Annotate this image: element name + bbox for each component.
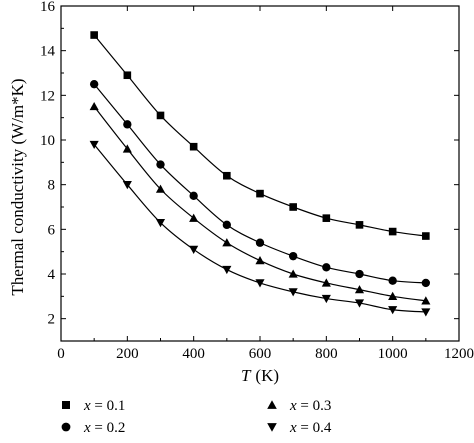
data-point-series-1 xyxy=(289,203,297,211)
legend-label-series-4: x = 0.4 xyxy=(289,420,332,436)
legend-value: = 0.1 xyxy=(91,398,126,414)
data-point-series-3 xyxy=(89,101,99,111)
data-point-series-3 xyxy=(288,269,298,278)
data-point-series-1 xyxy=(90,31,98,39)
x-tick-label: 0 xyxy=(57,346,65,362)
y-tick-label: 12 xyxy=(40,88,55,104)
data-point-series-4 xyxy=(255,279,265,288)
data-point-series-1 xyxy=(256,189,264,198)
x-axis-ticks: 0 200 400 600 800 1000 1200 xyxy=(57,6,474,362)
data-point-series-4 xyxy=(189,245,199,254)
legend-marker-series-3 xyxy=(267,400,277,409)
data-point-series-2 xyxy=(89,79,99,89)
legend: x = 0.1x = 0.2x = 0.3x = 0.4 xyxy=(61,398,332,436)
legend-marker-series-4 xyxy=(267,423,277,432)
data-point-series-1 xyxy=(156,111,165,120)
data-point-series-4 xyxy=(89,140,99,150)
plot-border xyxy=(60,5,460,342)
data-point-series-3 xyxy=(255,256,265,265)
legend-variable: x xyxy=(289,398,297,414)
data-point-series-4 xyxy=(122,181,132,190)
data-point-series-4 xyxy=(155,218,166,228)
data-point-series-4 xyxy=(388,306,398,315)
x-axis-label: T (K) xyxy=(241,366,279,385)
data-point-series-4 xyxy=(288,288,298,297)
data-point-series-1 xyxy=(388,227,397,236)
data-point-series-2 xyxy=(421,278,431,288)
x-axis-unit: (K) xyxy=(255,366,279,385)
legend-value: = 0.4 xyxy=(297,420,332,436)
x-tick-label: 200 xyxy=(116,346,139,362)
legend-value: = 0.2 xyxy=(91,420,126,436)
y-axis-label: Thermal conductivity (W/m*K) xyxy=(8,78,27,295)
data-point-series-3 xyxy=(122,144,132,153)
data-point-series-2 xyxy=(255,238,265,247)
data-point-series-2 xyxy=(322,263,331,272)
legend-variable: x xyxy=(83,398,91,414)
data-point-series-1 xyxy=(322,214,331,222)
legend-variable: x xyxy=(83,420,91,436)
data-point-series-4 xyxy=(421,308,431,317)
data-point-series-3 xyxy=(222,238,232,247)
data-point-series-4 xyxy=(222,265,232,275)
y-tick-label: 4 xyxy=(48,267,56,283)
data-point-series-2 xyxy=(388,276,397,285)
data-point-series-3 xyxy=(388,291,398,300)
y-tick-label: 2 xyxy=(48,312,56,328)
y-tick-label: 16 xyxy=(40,0,56,15)
data-point-series-3 xyxy=(155,184,166,193)
fit-curves xyxy=(93,34,426,313)
x-tick-label: 800 xyxy=(315,346,338,362)
data-point-series-1 xyxy=(123,71,132,80)
x-axis-variable: T xyxy=(241,366,252,385)
x-tick-label: 1000 xyxy=(378,346,408,362)
legend-variable: x xyxy=(289,420,297,436)
data-point-series-2 xyxy=(355,269,364,279)
x-tick-label: 600 xyxy=(249,346,272,362)
data-point-series-1 xyxy=(422,232,430,240)
data-point-series-2 xyxy=(288,251,298,261)
data-point-series-1 xyxy=(223,171,231,180)
fit-curve-series-2 xyxy=(93,83,426,284)
fit-curve-series-1 xyxy=(93,34,426,237)
data-point-series-3 xyxy=(321,278,331,287)
legend-label-series-1: x = 0.1 xyxy=(83,398,125,414)
y-axis-ticks: 2 4 6 8 10 12 14 16 xyxy=(40,0,459,328)
data-point-series-2 xyxy=(222,220,232,230)
data-point-series-3 xyxy=(421,296,431,305)
data-point-series-2 xyxy=(123,120,132,129)
legend-value: = 0.3 xyxy=(297,398,332,414)
data-point-series-2 xyxy=(156,160,165,169)
y-tick-label: 10 xyxy=(40,133,55,149)
data-point-series-4 xyxy=(321,294,331,304)
plot-frame xyxy=(60,5,460,342)
x-tick-label: 1200 xyxy=(444,346,474,362)
data-point-series-2 xyxy=(189,191,198,201)
legend-marker-series-1 xyxy=(62,401,70,409)
data-point-series-4 xyxy=(354,299,365,308)
y-tick-label: 6 xyxy=(48,222,56,238)
data-point-series-3 xyxy=(189,213,199,222)
data-point-series-3 xyxy=(354,285,365,294)
y-tick-label: 14 xyxy=(40,44,56,60)
legend-label-series-3: x = 0.3 xyxy=(289,398,331,414)
data-point-series-1 xyxy=(189,142,198,151)
data-point-series-1 xyxy=(355,221,364,229)
legend-label-series-2: x = 0.2 xyxy=(83,420,125,436)
legend-marker-series-2 xyxy=(61,422,71,432)
y-tick-label: 8 xyxy=(48,178,56,194)
data-markers xyxy=(89,31,431,317)
x-tick-label: 400 xyxy=(182,346,205,362)
